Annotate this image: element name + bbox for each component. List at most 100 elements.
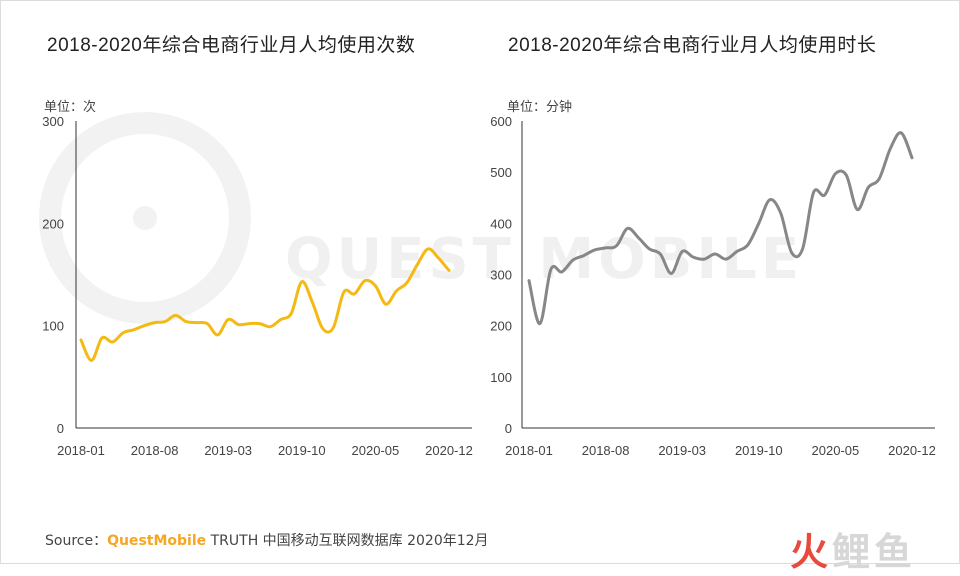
- data-point: [845, 174, 848, 177]
- chart-title-left: 2018-2020年综合电商行业月人均使用次数: [47, 35, 416, 56]
- data-point: [111, 341, 114, 344]
- data-point: [801, 247, 804, 250]
- data-point: [735, 250, 738, 253]
- data-point: [757, 222, 760, 225]
- y-tick-label: 200: [42, 216, 64, 231]
- data-point: [911, 156, 914, 159]
- unit-label: 单位：次: [44, 99, 96, 115]
- data-point: [768, 198, 771, 201]
- data-point: [549, 268, 552, 271]
- data-point: [164, 320, 167, 323]
- y-tick-label: 100: [42, 319, 64, 334]
- data-point: [395, 289, 398, 292]
- data-point: [560, 270, 563, 273]
- data-point: [80, 339, 83, 342]
- x-tick-label: 2019-10: [735, 443, 783, 458]
- x-tick-label: 2018-08: [131, 443, 179, 458]
- data-point: [878, 177, 881, 180]
- x-tick-label: 2020-12: [425, 443, 473, 458]
- data-point: [101, 336, 104, 339]
- y-tick-label: 500: [490, 165, 512, 180]
- source-note: Source：QuestMobile TRUTH 中国移动互联网数据库 2020…: [45, 530, 489, 550]
- data-point: [867, 186, 870, 189]
- data-point: [538, 322, 541, 325]
- data-point: [227, 318, 230, 321]
- source-description: TRUTH 中国移动互联网数据库 2020年12月: [210, 533, 489, 549]
- data-point: [300, 280, 303, 283]
- data-point: [132, 328, 135, 331]
- series-line: [527, 131, 914, 326]
- x-tick-label: 2020-12: [888, 443, 936, 458]
- data-point: [670, 272, 673, 275]
- y-tick-label: 0: [505, 421, 512, 436]
- data-point: [900, 131, 903, 134]
- data-point: [571, 259, 574, 262]
- data-point: [248, 322, 251, 325]
- logo-char-3: 鱼: [874, 530, 917, 574]
- data-point: [143, 324, 146, 327]
- y-tick-label: 600: [490, 114, 512, 129]
- y-tick-label: 400: [490, 216, 512, 231]
- data-point: [834, 172, 837, 175]
- data-point: [122, 331, 125, 334]
- data-point: [269, 325, 272, 328]
- data-point: [258, 322, 261, 325]
- data-point: [790, 251, 793, 254]
- logo-char-2: 鲤: [832, 530, 875, 574]
- data-point: [725, 258, 728, 261]
- x-tick-label: 2018-01: [505, 443, 553, 458]
- data-point: [174, 314, 177, 317]
- x-tick-label: 2019-03: [204, 443, 252, 458]
- data-point: [363, 279, 366, 282]
- data-point: [332, 326, 335, 329]
- data-point: [703, 258, 706, 261]
- data-point: [311, 301, 314, 304]
- data-point: [593, 248, 596, 251]
- data-point: [405, 281, 408, 284]
- data-point: [374, 284, 377, 287]
- x-tick-label: 2018-01: [57, 443, 105, 458]
- data-point: [153, 321, 156, 324]
- data-point: [659, 253, 662, 256]
- data-point: [90, 359, 93, 362]
- watermark-ring-icon: [39, 112, 251, 324]
- data-point: [279, 318, 282, 321]
- data-point: [206, 322, 209, 325]
- x-tick-label: 2019-03: [658, 443, 706, 458]
- data-point: [779, 212, 782, 215]
- data-point: [528, 279, 531, 282]
- chart-usage-count: 单位：次 0 100 200 300 2018-01 2018-08 2019-03 2019-…: [42, 99, 473, 458]
- x-tick-label: 2018-08: [582, 443, 630, 458]
- data-point: [353, 292, 356, 295]
- watermark-dot-icon: [133, 206, 157, 230]
- data-point: [448, 269, 451, 272]
- chart-title-right: 2018-2020年综合电商行业月人均使用时长: [508, 35, 877, 56]
- x-tick-label: 2020-05: [352, 443, 400, 458]
- unit-label: 单位：分钟: [507, 99, 572, 115]
- y-tick-label: 200: [490, 319, 512, 334]
- data-point: [237, 323, 240, 326]
- x-tick-label: 2020-05: [812, 443, 860, 458]
- data-point: [384, 303, 387, 306]
- data-point: [615, 244, 618, 247]
- x-tick-label: 2019-10: [278, 443, 326, 458]
- y-tick-label: 300: [490, 268, 512, 283]
- data-point: [714, 253, 717, 256]
- data-point: [582, 254, 585, 257]
- data-point: [185, 320, 188, 323]
- data-point: [889, 148, 892, 151]
- data-point: [856, 208, 859, 211]
- data-point: [637, 236, 640, 239]
- source-brand: QuestMobile: [107, 533, 207, 549]
- data-point: [195, 321, 198, 324]
- data-point: [823, 194, 826, 197]
- y-tick-label: 300: [42, 114, 64, 129]
- y-tick-label: 100: [490, 370, 512, 385]
- chart-canvas: QUEST MOBILE 单位：次 0 100 200 300 2018-01 2018-0…: [39, 99, 936, 458]
- logo-char-1: 火: [790, 530, 833, 574]
- y-tick-label: 0: [57, 421, 64, 436]
- data-point: [342, 290, 345, 293]
- data-point: [746, 243, 749, 246]
- chart-usage-duration: 单位：分钟 0 100 200 300 400 500 600 2018-01 2018-08 20…: [490, 99, 936, 458]
- data-point: [427, 247, 430, 250]
